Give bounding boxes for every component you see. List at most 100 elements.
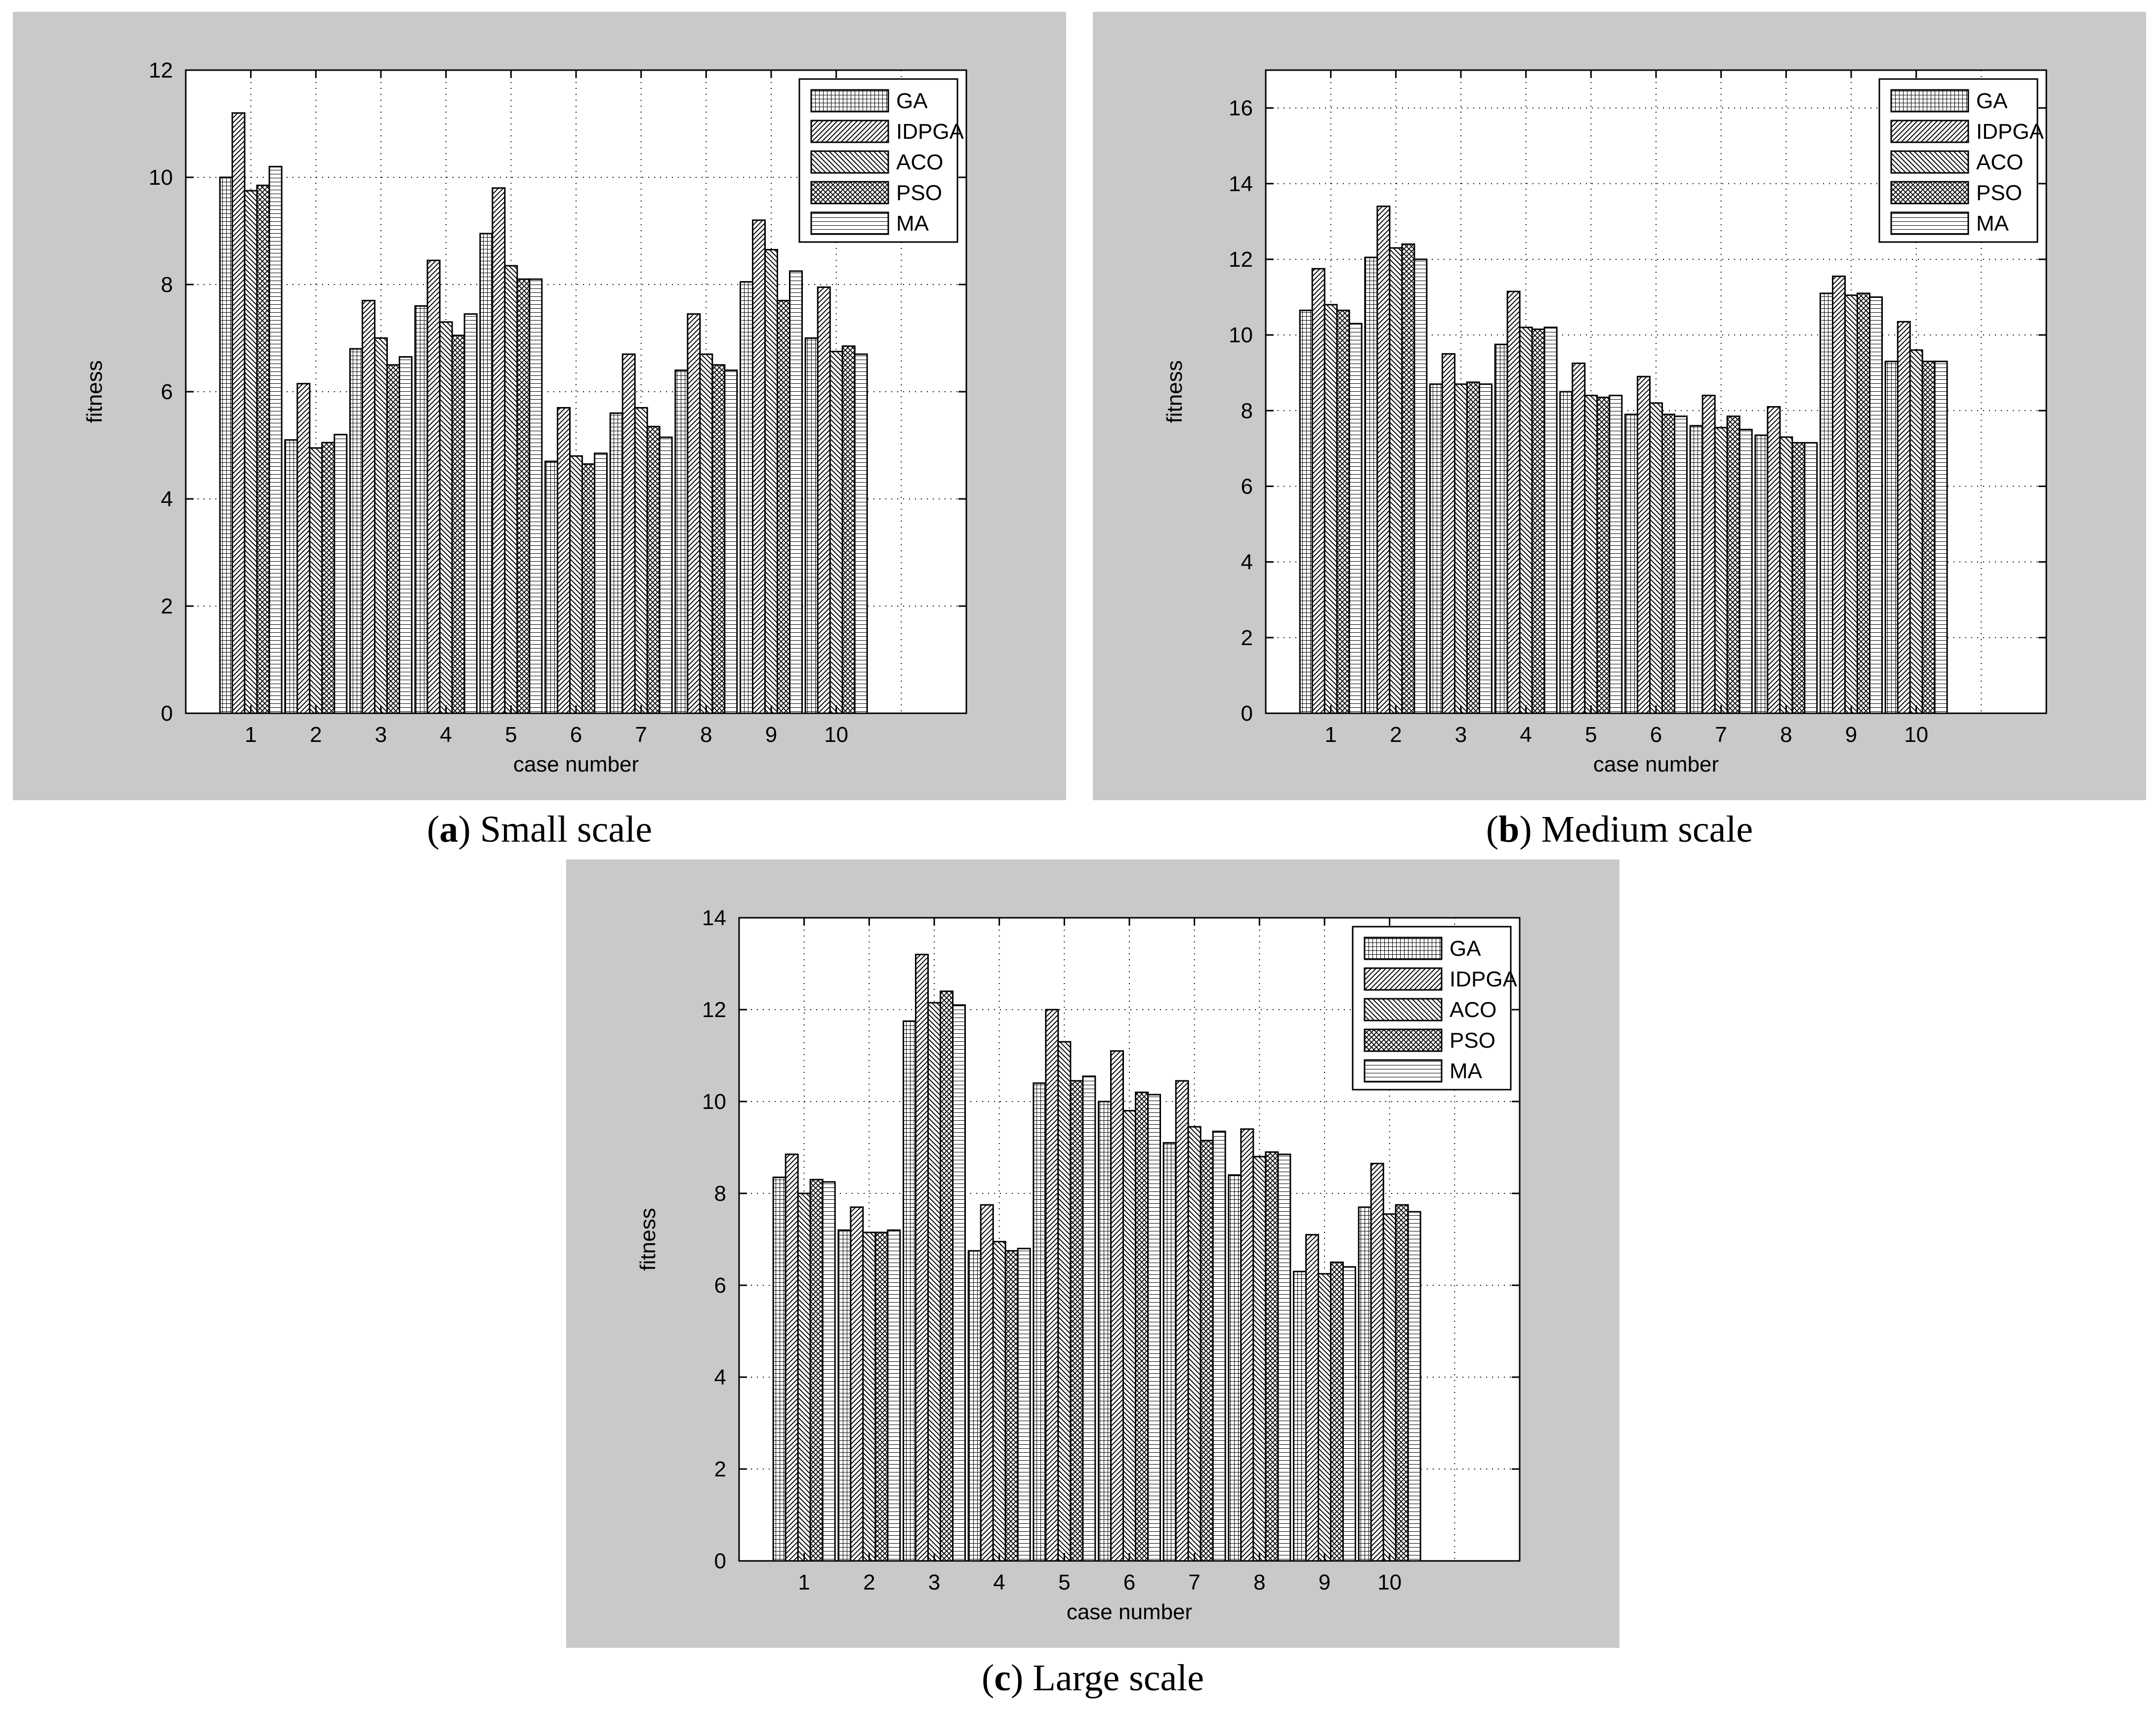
bar-aco-case-8: [1779, 436, 1793, 714]
bar-idpga-case-1: [231, 112, 246, 714]
bar-idpga-case-5: [1572, 363, 1586, 714]
bar-pso-case-3: [386, 364, 400, 714]
y-tick-label: 4: [1241, 550, 1253, 574]
legend-swatch-aco: [1364, 998, 1443, 1021]
y-tick-label: 12: [1229, 247, 1253, 272]
bar-ga-case-2: [837, 1229, 852, 1562]
x-tick-label: 2: [863, 1570, 875, 1594]
bar-ma-case-6: [594, 452, 608, 714]
bar-pso-case-3: [940, 990, 954, 1562]
figure-panel-large-scale: 0 2 4 6 8 10 12 14 1 2 3 4 5 6 7 8 9 10 case number fitness…: [566, 859, 1619, 1648]
x-tick-label: 2: [310, 723, 322, 747]
bar-aco-case-6: [1122, 1110, 1136, 1562]
y-tick-label: 2: [714, 1457, 726, 1481]
y-tick-label: 0: [1241, 701, 1253, 726]
bar-ga-case-5: [479, 233, 494, 714]
x-tick-label: 1: [245, 723, 256, 747]
y-tick-label: 4: [714, 1365, 726, 1389]
x-tick-label: 7: [1188, 1570, 1200, 1594]
bar-ga-case-1: [772, 1176, 787, 1562]
bar-aco-case-6: [569, 455, 583, 714]
bar-idpga-case-10: [1370, 1163, 1384, 1562]
legend: GA IDPGA ACO PSO MA: [798, 78, 964, 243]
bar-pso-case-2: [321, 442, 335, 714]
y-tick-label: 12: [149, 58, 173, 82]
x-tick-label: 10: [824, 723, 848, 747]
x-tick-label: 8: [1780, 723, 1792, 747]
bar-ga-case-7: [1162, 1142, 1177, 1562]
bar-aco-case-9: [764, 248, 778, 714]
bar-aco-case-3: [374, 337, 388, 714]
legend-label-ma: MA: [1976, 211, 2009, 236]
bar-idpga-case-9: [1305, 1234, 1319, 1562]
x-tick-label: 4: [1520, 723, 1532, 747]
x-tick-label: 3: [928, 1570, 940, 1594]
bar-pso-case-1: [1336, 309, 1350, 714]
caption-small-scale: (a) Small scale: [427, 809, 652, 850]
bar-aco-case-1: [797, 1192, 811, 1562]
x-tick-label: 8: [1253, 1570, 1265, 1594]
bar-aco-case-9: [1844, 294, 1858, 714]
y-tick-label: 14: [1229, 172, 1253, 196]
bar-pso-case-7: [646, 426, 661, 714]
bar-ga-case-2: [1364, 256, 1378, 714]
bar-idpga-case-3: [915, 953, 929, 1562]
bar-ga-case-9: [1820, 292, 1833, 714]
figure-panel-small-scale: 0 2 4 6 8 10 12 1 2 3 4 5 6 7 8 9 10 case number fitness GA…: [13, 12, 1066, 800]
y-axis-label: fitness: [83, 360, 107, 423]
caption-large-scale: (c) Large scale: [981, 1657, 1204, 1699]
legend-label-pso: PSO: [896, 181, 942, 205]
bar-idpga-case-8: [687, 313, 701, 714]
legend-swatch-ga: [810, 89, 889, 113]
legend-label-ga: GA: [1976, 89, 2008, 113]
x-tick-label: 7: [635, 723, 647, 747]
y-tick-label: 0: [161, 701, 173, 726]
x-tick-label: 5: [1585, 723, 1597, 747]
bar-pso-case-5: [1596, 396, 1611, 714]
bar-idpga-case-5: [1045, 1009, 1059, 1562]
y-tick-label: 14: [702, 906, 726, 930]
bar-ga-case-10: [1358, 1206, 1372, 1562]
bar-idpga-case-7: [622, 353, 636, 714]
bar-ga-case-4: [414, 305, 428, 714]
bar-idpga-case-5: [492, 187, 506, 714]
x-tick-label: 9: [765, 723, 777, 747]
bar-pso-case-9: [1857, 292, 1870, 714]
bar-aco-case-2: [1389, 247, 1403, 714]
bar-pso-case-5: [1070, 1080, 1084, 1562]
bar-aco-case-10: [1382, 1213, 1397, 1562]
bar-ga-case-9: [1293, 1270, 1307, 1562]
x-tick-label: 8: [700, 723, 712, 747]
bar-idpga-case-8: [1767, 406, 1781, 714]
bar-idpga-case-7: [1701, 395, 1716, 714]
bar-pso-case-4: [1531, 328, 1545, 714]
bar-idpga-case-9: [1832, 275, 1846, 714]
bar-ma-case-10: [1407, 1211, 1421, 1562]
bar-ma-case-4: [463, 313, 478, 714]
bar-aco-case-4: [1519, 327, 1533, 714]
bar-aco-case-1: [244, 190, 258, 714]
y-axis-label: fitness: [1162, 360, 1187, 423]
x-axis-label: case number: [1067, 1600, 1192, 1624]
bar-pso-case-2: [1401, 243, 1415, 714]
bar-aco-case-9: [1318, 1273, 1331, 1562]
bar-ma-case-5: [529, 278, 543, 714]
legend-swatch-ga: [1890, 89, 1969, 113]
bar-ga-case-7: [609, 412, 623, 714]
figure-panel-medium-scale: 0 2 4 6 8 10 12 14 16 1 2 3 4 5 6 7 8 9 10 case number fitne…: [1093, 12, 2146, 800]
y-tick-label: 6: [161, 380, 173, 404]
bar-ga-case-4: [967, 1250, 982, 1562]
bar-ma-case-9: [1869, 296, 1883, 714]
bar-ma-case-2: [1413, 258, 1428, 714]
bar-ma-case-10: [1934, 361, 1948, 714]
legend-swatch-idpga: [810, 120, 889, 143]
bar-ga-case-2: [284, 439, 298, 714]
legend-swatch-aco: [810, 150, 889, 174]
bar-idpga-case-2: [1376, 205, 1391, 714]
y-tick-label: 10: [149, 165, 173, 190]
bar-idpga-case-6: [1637, 375, 1651, 714]
bar-aco-case-7: [1714, 427, 1728, 714]
x-axis-label: case number: [1593, 752, 1719, 776]
bar-ga-case-8: [1754, 434, 1769, 714]
bar-ma-case-6: [1147, 1094, 1161, 1562]
